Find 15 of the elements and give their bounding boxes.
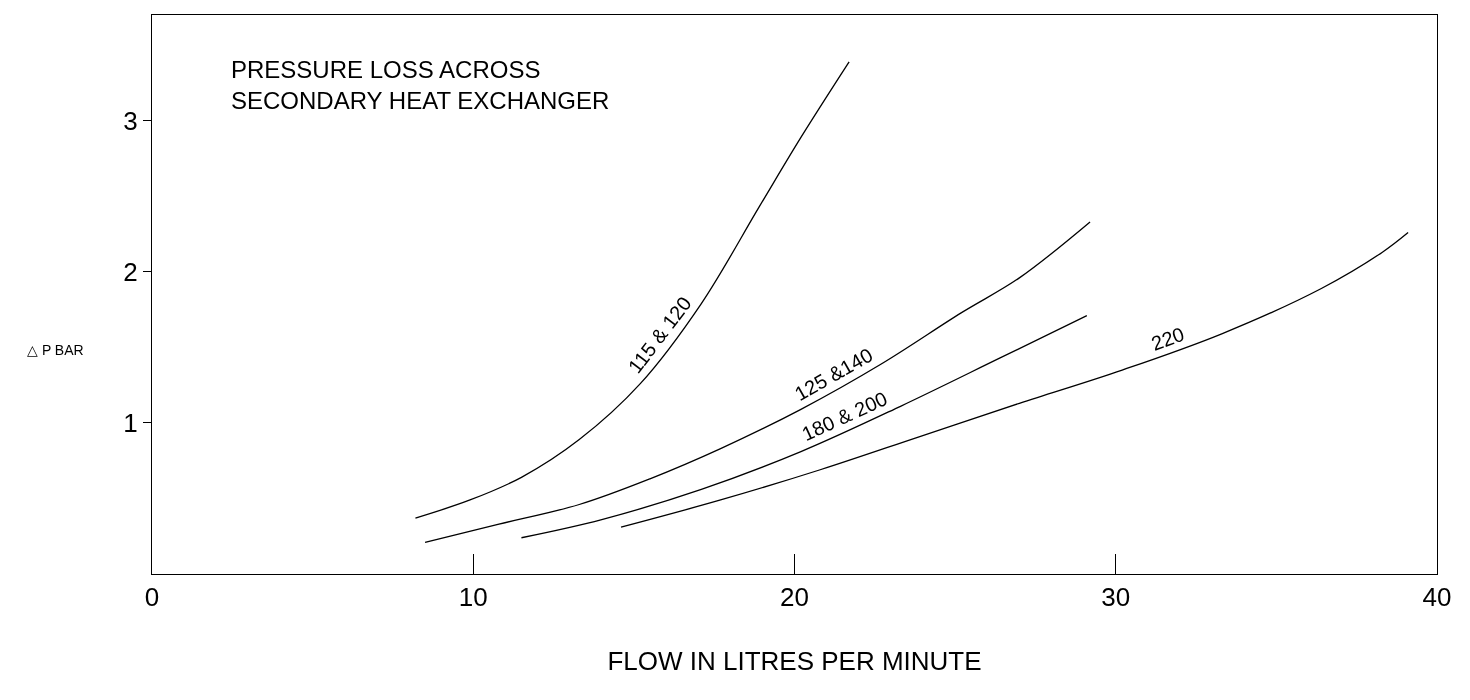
x-axis-title: FLOW IN LITRES PER MINUTE [607,645,982,676]
x-tick-label: 40 [1422,582,1452,613]
x-tick-label: 10 [458,582,488,613]
x-tick-label: 0 [144,582,160,613]
x-tick-label: 20 [780,582,809,613]
x-tick-label: 30 [1101,582,1131,613]
line-series [424,221,1091,543]
text: 220 [1148,322,1188,355]
y-axis-title: △ P BAR [27,342,84,358]
text: PRESSURE LOSS ACROSS SECONDARY HEAT EXCHANGER [231,56,610,115]
text: 115 & 120 [623,292,696,378]
y-tick-label: 3 [123,105,138,136]
line-series [620,231,1409,528]
y-tick-label: 2 [123,256,138,287]
y-tick-label: 1 [123,408,138,439]
